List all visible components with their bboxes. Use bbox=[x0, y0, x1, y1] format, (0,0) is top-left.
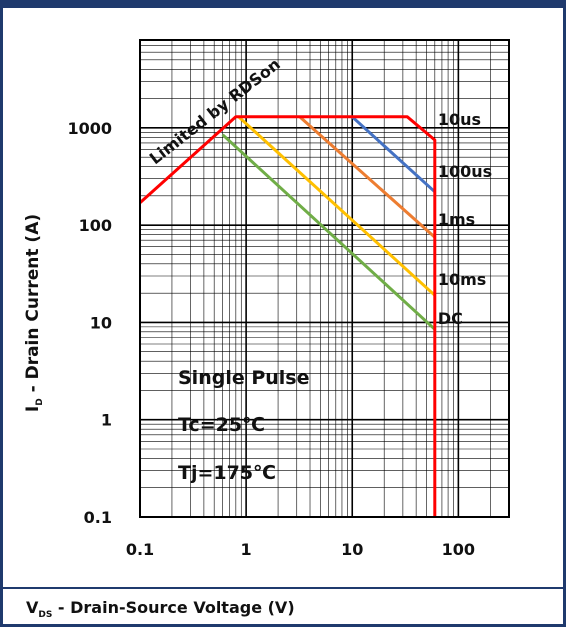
series-line-10us bbox=[351, 115, 436, 193]
y-axis-label-sub: D bbox=[35, 398, 46, 406]
series-label-10us: 10us bbox=[438, 110, 481, 129]
y-tick-label: 1 bbox=[101, 411, 112, 430]
footer-divider bbox=[0, 587, 566, 589]
series-line-10ms bbox=[221, 133, 436, 331]
tick-labels: 0.1 1 10 100 0.1 1 10 100 1000 bbox=[67, 119, 475, 559]
x-tick-label: 1 bbox=[241, 540, 252, 559]
x-tick-label: 100 bbox=[442, 540, 475, 559]
series-label-100us: 100us bbox=[438, 162, 492, 181]
limited-by-rdson-label: Limited by RDSon bbox=[146, 54, 284, 168]
series-label-10ms: 10ms bbox=[438, 270, 486, 289]
annotations: Single Pulse Tc=25℃ Tj=175℃ bbox=[178, 367, 310, 484]
series-label-1ms: 1ms bbox=[438, 210, 475, 229]
y-axis-label-rest: - Drain Current (A) bbox=[22, 213, 43, 399]
y-axis-label: ID - Drain Current (A) bbox=[23, 214, 45, 412]
x-axis-label-rest: - Drain-Source Voltage (V) bbox=[52, 598, 295, 617]
plot-lines bbox=[138, 115, 437, 517]
x-axis-label-sub: DS bbox=[38, 610, 53, 621]
series-line-dc bbox=[138, 115, 437, 517]
plot-border bbox=[139, 39, 510, 518]
x-tick-label: 0.1 bbox=[126, 540, 154, 559]
x-tick-label: 10 bbox=[341, 540, 363, 559]
x-axis-label-main: V bbox=[26, 598, 39, 617]
y-tick-label: 10 bbox=[90, 313, 112, 332]
y-tick-label: 0.1 bbox=[84, 508, 112, 527]
annotation-2: Tc=25℃ bbox=[178, 414, 265, 436]
series-label-dc: DC bbox=[438, 309, 463, 328]
annotation-3: Tj=175℃ bbox=[178, 462, 276, 484]
series-line-100us bbox=[298, 115, 436, 239]
y-tick-label: 100 bbox=[79, 216, 112, 235]
x-axis-label: VDS - Drain-Source Voltage (V) bbox=[26, 598, 295, 620]
annotation-1: Single Pulse bbox=[178, 367, 310, 389]
y-axis-label-main: I bbox=[22, 405, 43, 413]
series-line-1ms bbox=[237, 115, 436, 297]
y-tick-label: 1000 bbox=[67, 119, 112, 138]
